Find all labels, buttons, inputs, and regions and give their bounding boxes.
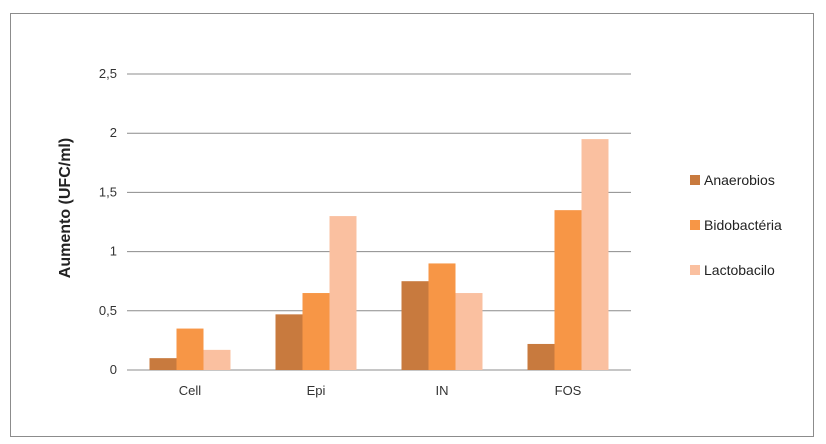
- y-tick-label: 0: [110, 362, 117, 377]
- x-tick-label: FOS: [555, 383, 582, 398]
- x-tick-label: Epi: [307, 383, 326, 398]
- bar-bidobactéria-cell: [176, 328, 204, 370]
- legend-item: Lactobacilo: [690, 260, 782, 280]
- legend: Anaerobios Bidobactéria Lactobacilo: [690, 170, 782, 305]
- legend-swatch: [690, 220, 700, 230]
- y-tick-label: 2,5: [99, 66, 117, 81]
- legend-swatch: [690, 265, 700, 275]
- y-tick-label: 2: [110, 125, 117, 140]
- bars: [149, 139, 609, 370]
- y-tick-label: 1,5: [99, 184, 117, 199]
- x-tick-label: IN: [436, 383, 449, 398]
- x-axis-ticks: Cell Epi IN FOS: [179, 383, 582, 398]
- bar-bidobactéria-fos: [554, 210, 582, 370]
- y-axis-label: Aumento (UFC/ml): [57, 138, 74, 278]
- legend-label: Anaerobios: [704, 172, 775, 188]
- bar-lactobacilo-epi: [329, 216, 357, 370]
- y-tick-label: 0,5: [99, 303, 117, 318]
- legend-swatch: [690, 175, 700, 185]
- bar-anaerobios-epi: [275, 314, 303, 370]
- legend-label: Lactobacilo: [704, 262, 775, 278]
- bar-bidobactéria-epi: [302, 293, 330, 370]
- y-tick-label: 1: [110, 244, 117, 259]
- bar-anaerobios-fos: [527, 343, 555, 370]
- bar-lactobacilo-in: [455, 293, 483, 370]
- bar-lactobacilo-fos: [581, 139, 609, 370]
- legend-item: Bidobactéria: [690, 215, 782, 235]
- bar-bidobactéria-in: [428, 263, 456, 370]
- x-tick-label: Cell: [179, 383, 202, 398]
- y-axis-ticks: 0 0,5 1 1,5 2 2,5: [99, 66, 117, 377]
- bar-anaerobios-cell: [149, 358, 177, 370]
- bar-lactobacilo-cell: [203, 349, 231, 370]
- bar-anaerobios-in: [401, 281, 429, 370]
- legend-item: Anaerobios: [690, 170, 782, 190]
- legend-label: Bidobactéria: [704, 217, 782, 233]
